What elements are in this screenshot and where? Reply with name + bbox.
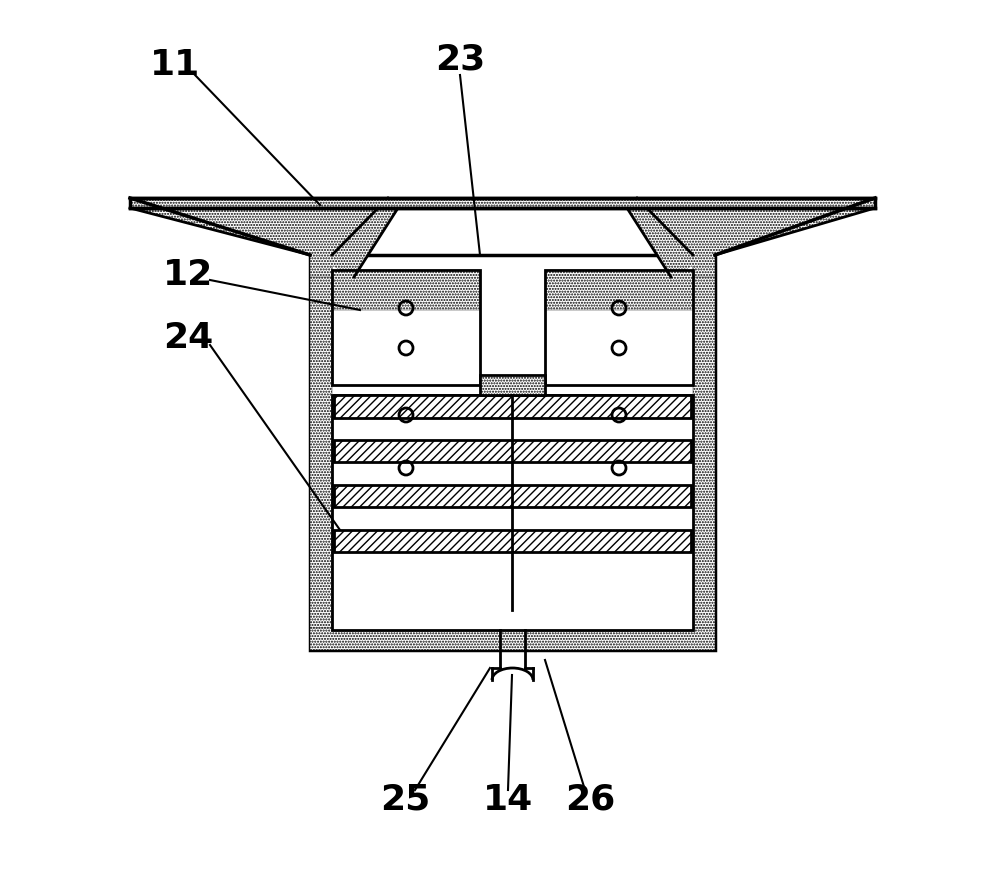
- Text: 26: 26: [564, 783, 614, 817]
- Polygon shape: [310, 255, 332, 277]
- Text: 12: 12: [162, 258, 212, 292]
- Polygon shape: [480, 375, 544, 395]
- Text: 24: 24: [162, 321, 212, 355]
- Polygon shape: [544, 310, 692, 385]
- Polygon shape: [692, 255, 714, 277]
- Text: 11: 11: [149, 48, 200, 82]
- Text: 25: 25: [380, 783, 430, 817]
- Polygon shape: [334, 440, 690, 462]
- Polygon shape: [130, 198, 874, 208]
- Polygon shape: [332, 310, 480, 385]
- Polygon shape: [332, 395, 692, 630]
- Polygon shape: [334, 485, 690, 507]
- Polygon shape: [332, 270, 480, 310]
- Text: 23: 23: [435, 43, 485, 77]
- Text: 14: 14: [482, 783, 533, 817]
- Polygon shape: [334, 395, 690, 418]
- Polygon shape: [310, 628, 714, 650]
- Polygon shape: [334, 530, 690, 552]
- Polygon shape: [692, 255, 714, 650]
- Polygon shape: [626, 208, 874, 277]
- Polygon shape: [310, 255, 714, 650]
- Polygon shape: [130, 208, 398, 277]
- Polygon shape: [544, 270, 692, 310]
- Polygon shape: [310, 255, 332, 650]
